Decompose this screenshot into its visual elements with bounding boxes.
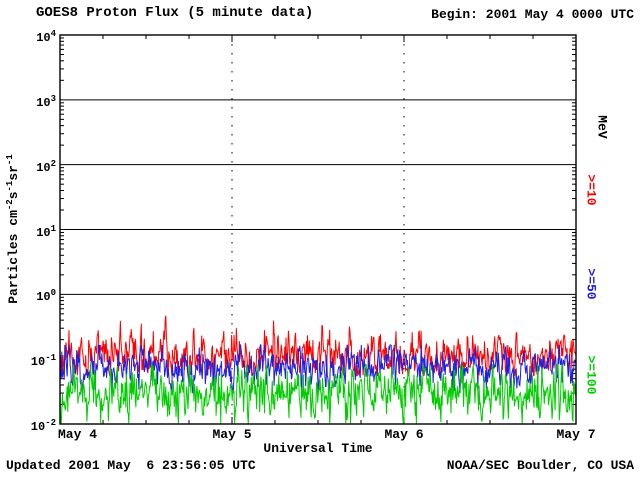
y-tick-label: 102 <box>36 158 56 175</box>
legend-gte10: >=10 <box>583 174 599 206</box>
updated-timestamp: Updated 2001 May 6 23:56:05 UTC <box>6 458 256 473</box>
legend-unit-mev: MeV <box>594 115 610 139</box>
plot-frame <box>59 34 577 425</box>
x-tick-label: May 6 <box>384 427 424 442</box>
x-axis-label: Universal Time <box>263 441 373 456</box>
y-tick-label: 103 <box>36 93 56 110</box>
begin-timestamp: Begin: 2001 May 4 0000 UTC <box>431 7 634 22</box>
y-tick-label: 101 <box>36 223 56 240</box>
y-axis-label-part: s <box>6 191 22 200</box>
x-tick-label: May 5 <box>212 427 252 442</box>
y-axis-label-sup: -1 <box>4 180 15 192</box>
legend-gte100: >=100 <box>583 355 599 395</box>
source-credit: NOAA/SEC Boulder, CO USA <box>446 458 634 473</box>
x-tick-label: May 4 <box>58 427 98 442</box>
series-gte50 <box>59 344 577 395</box>
y-axis-label-sup: -2 <box>4 199 15 211</box>
y-tick-label: 100 <box>36 288 56 305</box>
y-tick-label: 10-2 <box>30 418 56 434</box>
page-title: GOES8 Proton Flux (5 minute data) <box>36 5 314 21</box>
series-gte100 <box>59 363 577 425</box>
y-tick-label: 10-1 <box>30 353 56 370</box>
y-tick-label: 104 <box>36 29 56 45</box>
x-tick-label: May 7 <box>556 427 596 442</box>
legend-gte50: >=50 <box>583 268 599 300</box>
